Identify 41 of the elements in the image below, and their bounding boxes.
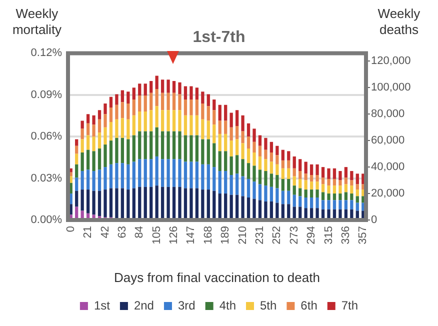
x-tick-label: 273 — [288, 226, 300, 244]
legend-label: 4th — [219, 298, 236, 312]
x-tick-label: 294 — [306, 226, 318, 244]
x-tick-label: 357 — [357, 226, 370, 244]
y-tick-label: 0.06% — [30, 130, 62, 143]
x-tick-label: 126 — [168, 226, 180, 244]
x-tick-label: 147 — [185, 226, 198, 244]
y2-tick-label: 20,000 — [371, 188, 405, 200]
y2-tick-label: 120,000 — [371, 55, 411, 68]
y2-tick-label: 60,000 — [371, 134, 405, 147]
y2-tick-label: 40,000 — [371, 161, 405, 174]
x-tick-label: 21 — [82, 226, 94, 238]
x-axis-title: Days from final vaccination to death — [114, 270, 320, 285]
legend-label: 6th — [300, 298, 318, 312]
x-tick-label: 168 — [202, 226, 214, 244]
x-tick-label: 105 — [150, 226, 163, 244]
legend-label: 1st — [94, 298, 111, 312]
x-tick-label: 210 — [236, 226, 249, 244]
y-tick-label: 0.12% — [30, 47, 62, 60]
x-tick-label: 0 — [64, 226, 77, 232]
y-tick-label: 0.09% — [30, 88, 62, 101]
legend-label: 3rd — [178, 298, 196, 312]
legend-label: 7th — [341, 298, 358, 312]
y-axis-title: Weekly mortality — [11, 6, 63, 38]
y2-tick-label: 100,000 — [371, 82, 411, 94]
x-tick-label: 315 — [322, 226, 335, 244]
y2-tick-label: 0 — [371, 214, 378, 226]
x-tick-label: 189 — [220, 226, 232, 244]
y-tick-label: 0.03% — [30, 172, 62, 184]
x-tick-label: 336 — [340, 226, 352, 244]
x-tick-label: 252 — [271, 226, 284, 244]
y-tick-label: 0.00% — [30, 214, 62, 226]
legend-label: 5th — [260, 298, 277, 312]
x-tick-label: 84 — [134, 226, 146, 238]
x-tick-label: 42 — [99, 226, 112, 238]
y2-tick-label: 80,000 — [371, 108, 405, 120]
x-tick-label: 231 — [254, 226, 266, 244]
chart-title: 1st-7th — [192, 29, 246, 46]
y2-axis-title: Weekly deaths — [376, 6, 422, 38]
x-tick-label: 63 — [116, 226, 128, 238]
legend-label: 2nd — [134, 298, 154, 312]
